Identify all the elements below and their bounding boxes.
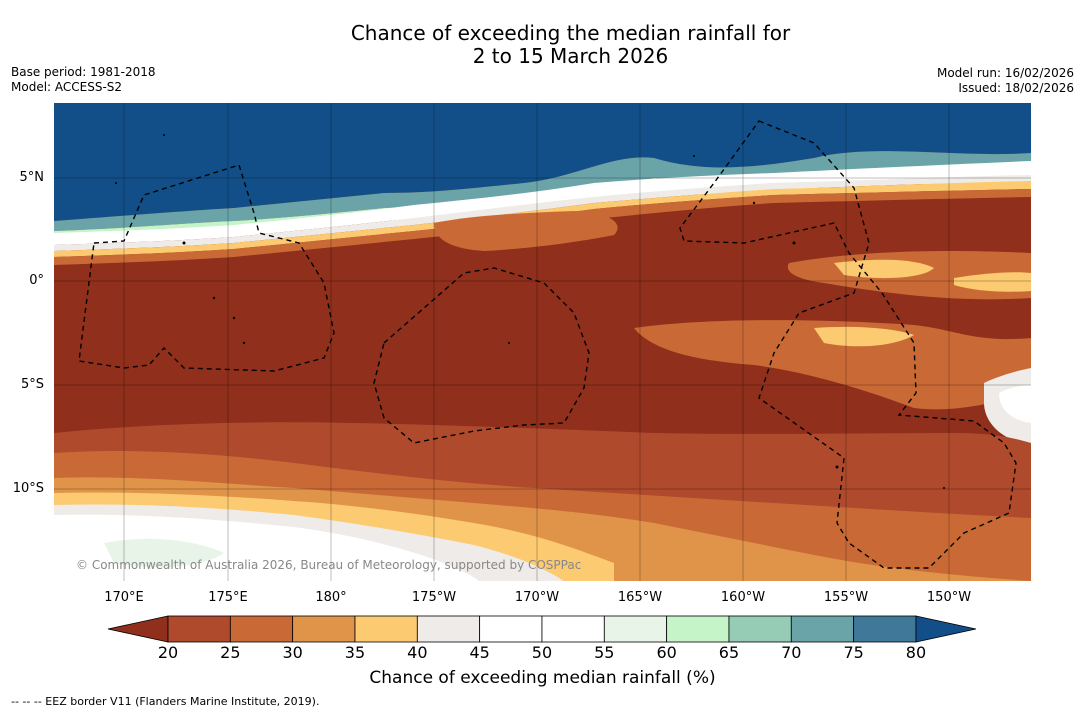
colorbar-cell: [167, 615, 231, 643]
lon-label: 175°E: [208, 590, 248, 605]
colorbar-cell: [416, 615, 481, 643]
colorbar-cell: [354, 615, 418, 643]
colorbar-tick-label: 70: [781, 643, 802, 662]
lon-label: 170°E: [104, 590, 144, 605]
yellow-streak-east-2: [954, 272, 1031, 292]
south-green-patch: [104, 538, 224, 568]
colorbar-extend-low: [107, 615, 169, 643]
meta-left: Base period: 1981-2018 Model: ACCESS-S2: [11, 65, 156, 95]
colorbar-tick-label: 60: [656, 643, 677, 662]
colorbar-tick-label: 45: [469, 643, 490, 662]
north-orange-band: [54, 189, 1031, 265]
colorbar-tick-label: 65: [718, 643, 740, 662]
lon-label: 180°: [315, 590, 347, 605]
lat-label: 5°S: [20, 377, 44, 392]
map-title: Chance of exceeding the median rainfall …: [0, 22, 1085, 68]
lon-label: 155°W: [823, 590, 869, 605]
orange-patch-central: [434, 211, 618, 251]
lat-label: 10°S: [12, 481, 44, 496]
colorbar-cell: [603, 615, 668, 643]
colorbar-tick-label: 25: [220, 643, 241, 662]
colorbar-cell: [728, 615, 792, 643]
eez-kiribati-gilberts: [78, 164, 335, 372]
colorbar-tick-label: 50: [531, 643, 553, 662]
title-line-1: Chance of exceeding the median rainfall …: [350, 21, 791, 45]
colorbar-cell: [229, 615, 294, 643]
colorbar-tick-label: 40: [407, 643, 428, 662]
lon-label: 160°W: [720, 590, 766, 605]
rainfall-map: [54, 103, 1031, 581]
lat-label: 0°: [29, 273, 44, 288]
colorbar: [107, 615, 977, 643]
map-canvas: [54, 103, 1031, 581]
colorbar-tick-label: 30: [282, 643, 303, 662]
eez-kiribati-line: [679, 120, 1017, 569]
white-patch-east: [999, 385, 1031, 423]
lon-label: 150°W: [926, 590, 972, 605]
yellow-streak-east-3: [814, 326, 914, 347]
yellow-streak-east-1: [834, 259, 934, 279]
colorbar-tick-label: 80: [905, 643, 927, 662]
graticule: [54, 103, 1031, 581]
colorbar-cell: [479, 615, 543, 643]
islands: [115, 134, 945, 489]
colorbar-label: Chance of exceeding median rainfall (%): [369, 668, 716, 688]
lon-label: 175°W: [411, 590, 457, 605]
issued-date: Issued: 18/02/2026: [958, 81, 1074, 95]
copyright-notice: © Commonwealth of Australia 2026, Bureau…: [76, 558, 582, 572]
lon-label: 170°W: [514, 590, 560, 605]
colorbar-tick-label: 55: [594, 643, 615, 662]
colorbar-cell: [853, 615, 917, 643]
colorbar-cell: [292, 615, 356, 643]
north-yellow-band: [54, 181, 1031, 257]
colorbar-cell: [790, 615, 855, 643]
colorbar-tick-label: 20: [157, 643, 179, 662]
eez-borders: [78, 120, 1017, 569]
title-line-2: 2 to 15 March 2026: [472, 44, 669, 68]
orange-streak-east-2: [634, 320, 1031, 410]
model-run: Model run: 16/02/2026: [936, 66, 1074, 80]
colorbar-cell: [541, 615, 605, 643]
colorbar-tick-label: 75: [843, 643, 864, 662]
eez-kiribati-phoenix: [373, 267, 590, 444]
colorbar-extend-high: [915, 615, 977, 643]
lat-label: 5°N: [19, 170, 45, 185]
base-period: Base period: 1981-2018: [11, 65, 156, 79]
footer-note: -- -- -- EEZ border V11 (Flanders Marine…: [11, 695, 320, 708]
colorbar-tick-label: 35: [344, 643, 366, 662]
north-white-to-yellow: [54, 161, 1031, 245]
lon-label: 165°W: [617, 590, 663, 605]
model-name: Model: ACCESS-S2: [11, 80, 123, 94]
north-beige-band: [54, 175, 1031, 251]
colorbar-cell: [666, 615, 730, 643]
meta-right: Model run: 16/02/2026 Issued: 18/02/2026: [937, 66, 1074, 96]
